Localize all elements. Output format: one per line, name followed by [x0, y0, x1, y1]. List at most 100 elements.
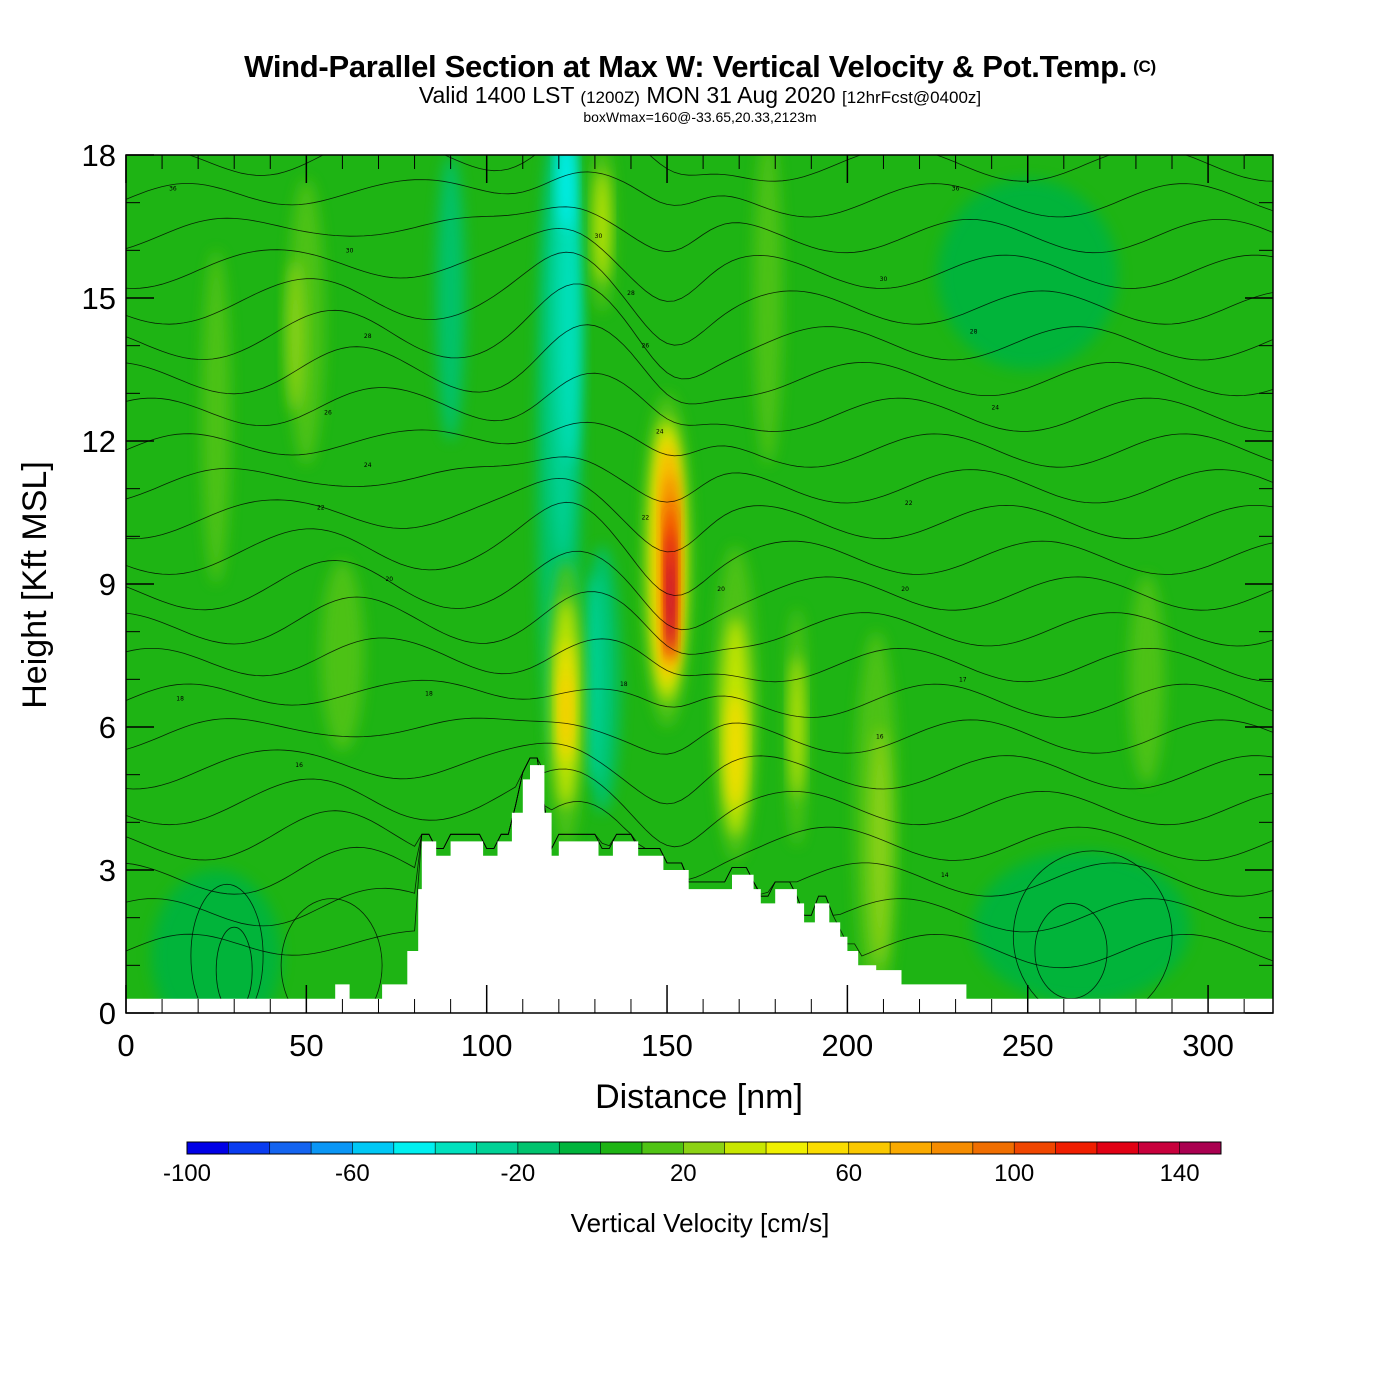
valid-time: Valid 1400 LST [418, 82, 575, 108]
colorbar-swatch-18 [931, 1142, 974, 1154]
theta-line-5 [126, 742, 1273, 805]
colorbar-swatch-23 [1138, 1142, 1180, 1154]
w-band-14 [558, 155, 581, 465]
theta-line-11 [126, 501, 1273, 596]
theta-label-23: 17 [959, 676, 967, 683]
colorbar-swatch-10 [600, 1142, 643, 1154]
theta-line-6 [126, 717, 1273, 755]
w-band-8 [151, 870, 282, 1013]
copyright-mark: (C) [1133, 57, 1156, 76]
theta-line-17 [126, 283, 1273, 380]
theta-label-22: 20 [901, 586, 909, 593]
w-band-17 [585, 574, 604, 785]
colorbar-swatch-9 [559, 1142, 601, 1154]
w-band-0 [201, 250, 231, 584]
y-tick-label-6: 18 [82, 138, 116, 173]
w-band-26 [790, 655, 804, 799]
theta-line-7 [126, 679, 1273, 718]
theta-label-4: 24 [364, 462, 372, 469]
theta-line-20 [126, 206, 1273, 254]
colorbar-swatch-4 [352, 1142, 395, 1154]
colorbar-swatch-8 [517, 1142, 560, 1154]
theta-label-1: 30 [346, 247, 354, 254]
theta-label-11: 28 [627, 290, 635, 297]
theta-label-6: 20 [385, 576, 393, 583]
w-band-4 [1128, 574, 1165, 785]
x-tick-label-4: 200 [822, 1028, 874, 1063]
x-tick-label-5: 250 [1002, 1028, 1054, 1063]
x-tick-label-6: 300 [1182, 1028, 1234, 1063]
w-band-9 [973, 850, 1190, 1004]
x-axis-title: Distance [nm] [595, 1078, 803, 1116]
box-wmax-line: boxWmax=160@-33.65,20.33,2123m [583, 109, 817, 125]
colorbar-frame [186, 1141, 1222, 1155]
colorbar-swatch-14 [766, 1142, 808, 1154]
colorbar-swatch-3 [311, 1142, 353, 1154]
x-tick-label-1: 50 [289, 1028, 323, 1063]
theta-label-12: 26 [642, 343, 650, 350]
theta-label-7: 18 [176, 695, 184, 702]
y-tick-label-5: 15 [82, 281, 116, 316]
colorbar-swatch-1 [228, 1142, 271, 1154]
theta-line-14 [126, 421, 1273, 468]
y-tick-label-0: 0 [99, 996, 116, 1031]
theta-label-2: 28 [364, 333, 372, 340]
title-block: Wind-Parallel Section at Max W: Vertical… [0, 50, 1400, 126]
theta-label-3: 26 [324, 409, 332, 416]
y-axis: 0 36 9 12 15 18 [82, 138, 1273, 1031]
y-tick-label-4: 12 [82, 424, 116, 459]
theta-line-4 [126, 757, 1273, 848]
theta-label-13: 24 [656, 429, 664, 436]
theta-line-9 [126, 591, 1273, 655]
w-band-2 [320, 560, 364, 751]
w-band-11 [436, 155, 465, 441]
colorbar-swatch-2 [269, 1142, 312, 1154]
theta-line-2 [126, 757, 1273, 897]
colorbar-label-5: 100 [994, 1160, 1034, 1187]
colorbar-label-4: 60 [835, 1160, 862, 1187]
w-band-7 [286, 259, 305, 413]
colorbar-swatch-13 [724, 1142, 767, 1154]
w-band-6 [869, 727, 891, 966]
x-tick-label-2: 100 [461, 1028, 513, 1063]
w-band-28 [594, 169, 610, 284]
forecast-info: [12hrFcst@0400z] [841, 88, 982, 107]
valid-utc: (1200Z) [580, 88, 640, 107]
theta-closed-4 [280, 898, 383, 1013]
colorbar-swatch-5 [393, 1142, 436, 1154]
theta-label-25: 14 [941, 872, 949, 879]
colorbar-label-3: 20 [670, 1160, 697, 1187]
w-band-5 [753, 155, 783, 465]
colorbar-title: Vertical Velocity [cm/s] [571, 1208, 830, 1238]
colorbar-swatch-12 [683, 1142, 725, 1154]
colorbar-swatch-22 [1096, 1142, 1139, 1154]
theta-line-16 [126, 324, 1273, 405]
colorbar-swatch-19 [972, 1142, 1015, 1154]
theta-label-17: 36 [952, 185, 960, 192]
theta-line-10 [126, 550, 1273, 631]
theta-contour-labels: 36 30 28 26 24 22 20 18 16 18 30 28 26 24 22 20 18 36 30 28… [169, 185, 999, 878]
theta-contours [126, 155, 1273, 1013]
colorbar: -100 -60 -20 20 60 100 140 [163, 1141, 1222, 1187]
w-band-24 [727, 693, 744, 808]
w-band-36 [668, 560, 673, 646]
terrain-mask [126, 765, 1273, 1013]
theta-label-8: 16 [295, 762, 303, 769]
x-tick-label-3: 150 [641, 1028, 693, 1063]
y-tick-label-3: 9 [99, 567, 116, 602]
theta-line-22 [188, 155, 1273, 182]
theta-line-8 [126, 637, 1273, 683]
theta-label-10: 30 [595, 233, 603, 240]
chart-title: Wind-Parallel Section at Max W: Vertical… [0, 50, 1400, 84]
colorbar-swatch-20 [1014, 1142, 1056, 1154]
valid-date: MON 31 Aug 2020 [646, 82, 836, 108]
theta-label-20: 24 [991, 405, 999, 412]
x-tick-label-0: 0 [117, 1028, 134, 1063]
theta-label-0: 36 [169, 185, 177, 192]
y-axis-title: Height [Kft MSL] [16, 461, 54, 709]
colorbar-swatch-24 [1179, 1142, 1222, 1154]
theta-line-3 [126, 757, 1273, 880]
theta-line-13 [126, 456, 1273, 504]
theta-label-14: 22 [642, 514, 650, 521]
